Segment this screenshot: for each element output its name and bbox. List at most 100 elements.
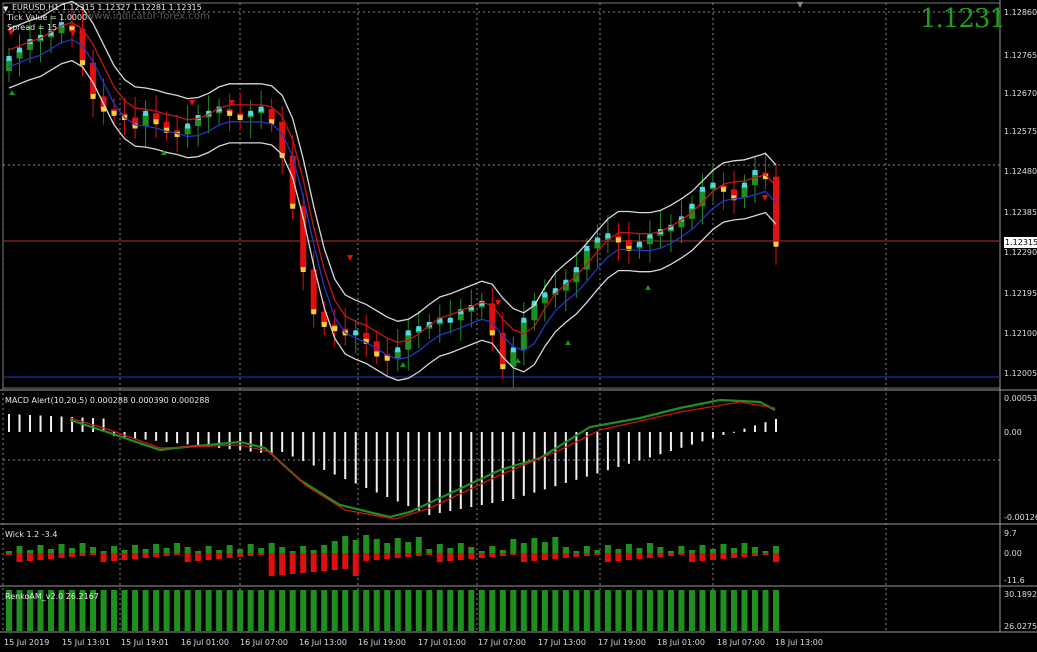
buy-arrow-icon <box>400 362 406 367</box>
time-tick-label: 15 Jul 19:01 <box>121 638 169 647</box>
candle-close-dot <box>353 330 359 336</box>
wick-up-bar <box>573 551 580 553</box>
macd-histogram-bar <box>585 432 588 477</box>
macd-histogram-bar <box>669 432 672 451</box>
wick-up-bar <box>720 544 727 553</box>
price-tick-label: 1.12670 <box>1004 89 1037 98</box>
renko-bar <box>258 590 265 631</box>
macd-histogram-bar <box>323 432 326 470</box>
wick-up-bar <box>216 550 223 553</box>
wick-up-bar <box>426 549 433 553</box>
collapse-arrow-icon[interactable]: ▼ <box>3 5 9 13</box>
candle-close-dot <box>311 309 317 315</box>
renko-bar <box>342 590 349 631</box>
wick-down-bar <box>678 553 685 555</box>
wick-up-bar <box>741 543 748 553</box>
wick-down-bar <box>237 553 244 557</box>
candle-body <box>510 349 517 367</box>
wick-down-bar <box>478 553 485 558</box>
wick-down-bar <box>394 553 401 558</box>
macd-histogram-bar <box>365 432 368 488</box>
macd-histogram-bar <box>186 432 189 445</box>
candle-body <box>268 109 275 122</box>
wick-up-bar <box>195 551 202 553</box>
chart-shift-marker[interactable]: ▼ <box>797 0 804 9</box>
renko-bar <box>163 590 170 631</box>
renko-bar <box>69 590 76 631</box>
renko-bar <box>646 590 653 631</box>
candle-close-dot <box>395 347 401 353</box>
wick-down-bar <box>699 553 706 561</box>
wick-up-bar <box>352 540 359 553</box>
renko-bar <box>352 590 359 631</box>
candle-close-dot <box>762 174 768 180</box>
time-tick-label: 17 Jul 13:00 <box>538 638 586 647</box>
wick-down-bar <box>709 553 716 560</box>
wick-down-bar <box>331 553 338 570</box>
macd-histogram-bar <box>270 432 273 454</box>
renko-bar <box>268 590 275 631</box>
renko-bar <box>499 590 506 631</box>
macd-histogram-bar <box>375 432 378 493</box>
wick-up-bar <box>636 548 643 553</box>
price-tick-label: 1.12195 <box>1004 289 1037 298</box>
candle-close-dot <box>38 34 44 40</box>
macd-histogram-bar <box>680 432 683 448</box>
wick-up-bar <box>132 545 139 553</box>
time-tick-label: 15 Jul 2019 <box>4 638 50 647</box>
candle-body <box>363 332 370 342</box>
renko-bar <box>226 590 233 631</box>
buy-arrow-icon <box>565 340 571 345</box>
candle-close-dot <box>710 182 716 188</box>
wick-down-bar <box>48 553 55 559</box>
sell-arrow-icon <box>229 100 235 106</box>
wick-down-bar <box>552 553 559 559</box>
renko-bar <box>184 590 191 631</box>
macd-histogram-bar <box>60 416 63 432</box>
wick-up-bar <box>342 536 349 553</box>
macd-histogram-bar <box>407 432 410 506</box>
wick-up-bar <box>457 543 464 553</box>
wick-down-bar <box>216 553 223 559</box>
wick-down-bar <box>247 553 254 556</box>
wick-down-bar <box>16 553 23 562</box>
wick-bars-group <box>6 535 779 576</box>
renko-bar <box>730 590 737 631</box>
renko-bar <box>132 590 139 631</box>
wick-up-bar <box>415 537 422 553</box>
renko-bar <box>426 590 433 631</box>
macd-histogram-bar <box>428 432 431 515</box>
wick-up-bar <box>289 551 296 553</box>
wick-down-bar <box>657 553 664 557</box>
renko-title: RenkoAM_v2.0 26.2167 <box>5 592 99 601</box>
wick-down-bar <box>773 553 779 562</box>
macd-tick-max: 0.000534 <box>1004 394 1037 403</box>
macd-main-line <box>69 401 776 520</box>
candle-body <box>520 320 527 350</box>
wick-down-bar <box>636 553 643 559</box>
candle-close-dot <box>174 131 180 137</box>
candle-close-dot <box>90 93 96 99</box>
wick-up-bar <box>678 546 685 553</box>
wick-down-bar <box>583 553 590 556</box>
wick-up-bar <box>226 545 233 553</box>
candles-group <box>6 8 779 388</box>
wick-down-bar <box>279 553 286 575</box>
candle-close-dot <box>321 321 327 327</box>
renko-bar <box>573 590 580 631</box>
wick-down-bar <box>27 553 34 561</box>
wick-down-bar <box>226 553 233 558</box>
macd-histogram-bar <box>732 431 735 433</box>
candle-close-dot <box>636 241 642 247</box>
macd-histogram-bar <box>564 432 567 483</box>
candle-body <box>163 121 170 131</box>
macd-histogram-bar <box>596 432 599 474</box>
candle-close-dot <box>269 119 275 125</box>
wick-up-bar <box>205 546 212 553</box>
candle-close-dot <box>626 245 632 251</box>
candle-close-dot <box>584 245 590 251</box>
wick-up-bar <box>667 551 674 553</box>
wick-up-bar <box>111 546 118 553</box>
